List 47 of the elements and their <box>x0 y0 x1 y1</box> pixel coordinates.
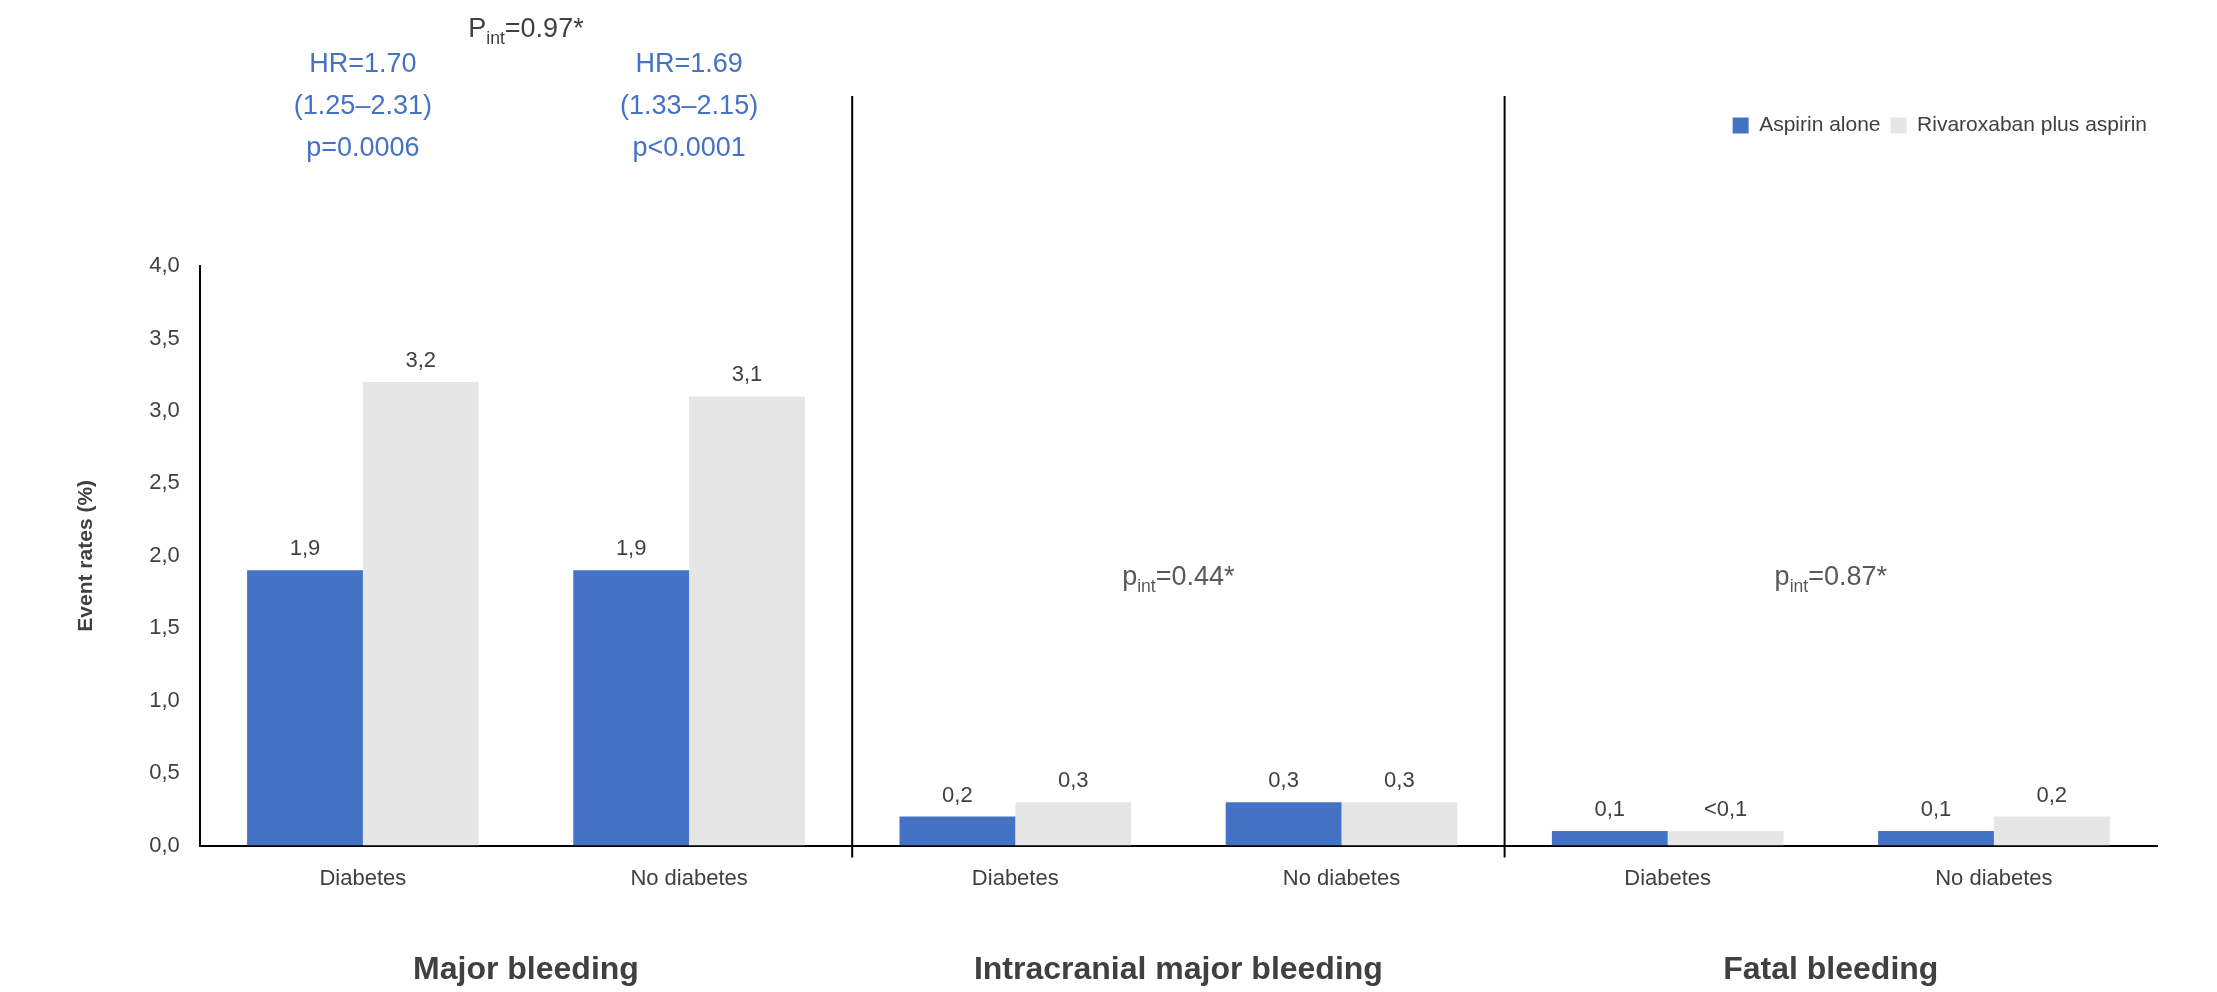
x-tick-label: No diabetes <box>1282 864 1401 890</box>
data-label: 0,2 <box>942 781 973 807</box>
bar <box>899 816 1016 846</box>
text: Intracranial major bleeding <box>973 949 1383 986</box>
x-tick-label: No diabetes <box>630 864 748 890</box>
data-label: 0,3 <box>1384 767 1415 793</box>
y-tick-label: 1,0 <box>149 686 180 712</box>
bar <box>573 570 690 846</box>
data-label: 0,1 <box>1594 796 1626 822</box>
data-label: 0,3 <box>1268 767 1299 793</box>
y-tick-label: 4,0 <box>149 252 180 278</box>
x-tick-label: Diabetes <box>1624 864 1712 890</box>
text: HR=1.70 (1.25–2.31) p=0.0006 <box>293 48 432 163</box>
bar <box>689 396 805 846</box>
bar <box>1225 802 1342 846</box>
y-tick-label: 2,5 <box>149 469 180 495</box>
bar <box>247 570 363 846</box>
data-label: 0,3 <box>1057 767 1089 793</box>
data-label: 0,1 <box>1920 796 1952 822</box>
y-tick-label: 2,0 <box>149 541 180 567</box>
x-tick-label: No diabetes <box>1935 864 2053 890</box>
text: Major bleeding <box>413 949 639 986</box>
y-axis-title: Event rates (%) <box>73 479 97 632</box>
bar <box>1878 831 1994 846</box>
y-tick-label: 1,5 <box>149 614 180 640</box>
legend-label: Aspirin alone <box>1759 112 1881 136</box>
bar <box>362 381 479 846</box>
x-tick-label: Diabetes <box>319 864 407 890</box>
data-label: 3,2 <box>405 346 437 372</box>
text: HR=1.69 (1.33–2.15) p<0.0001 <box>620 48 759 163</box>
data-label: 0,2 <box>2036 781 2068 807</box>
y-tick-label: 0,5 <box>149 759 180 785</box>
data-label: 1,9 <box>289 535 321 561</box>
legend-label: Rivaroxaban plus aspirin <box>1917 112 2148 136</box>
bar <box>1667 831 1784 846</box>
bar <box>1015 802 1132 846</box>
bar <box>1341 802 1458 846</box>
bar <box>1551 831 1668 846</box>
data-label: 1,9 <box>615 535 647 561</box>
y-tick-label: 3,5 <box>149 324 180 350</box>
text: Fatal bleeding <box>1723 949 1939 986</box>
y-tick-label: 3,0 <box>149 396 180 422</box>
bar <box>1993 816 2110 846</box>
y-tick-label: 0,0 <box>149 831 180 857</box>
data-label: <0,1 <box>1703 796 1748 822</box>
x-tick-label: Diabetes <box>971 864 1059 890</box>
data-label: 3,1 <box>731 361 763 387</box>
